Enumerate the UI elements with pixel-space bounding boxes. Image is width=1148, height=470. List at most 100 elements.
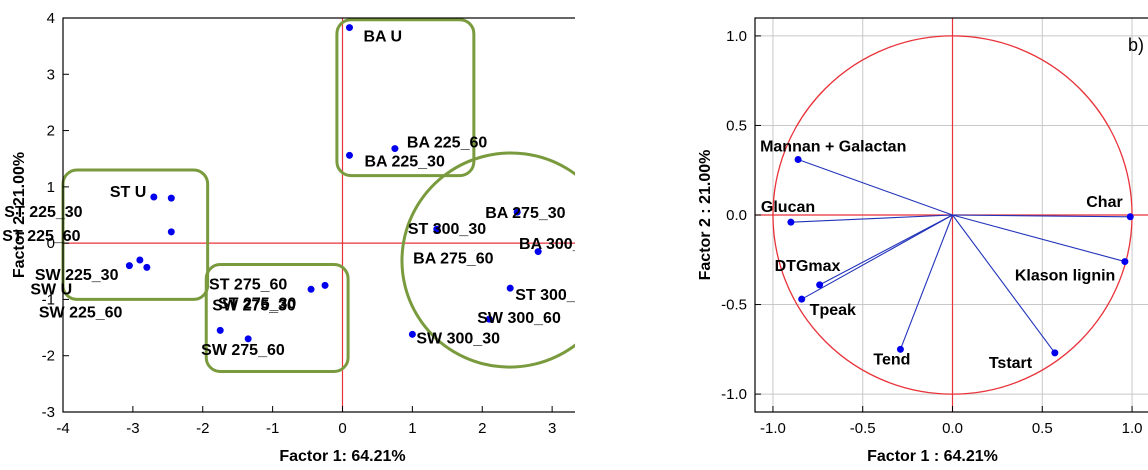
point-label: Glucan (761, 199, 815, 216)
loading-vector (801, 214, 953, 300)
data-point (896, 345, 904, 353)
point-label: BA 275_30 (485, 205, 565, 222)
data-point (485, 315, 493, 323)
point-label: Tend (873, 351, 910, 368)
x-tick-label: 1.0 (1122, 420, 1143, 437)
point-label: BA 225_60 (407, 135, 487, 152)
data-point (1051, 349, 1059, 357)
point-label: BA 225_30 (364, 153, 444, 170)
y-axis-label: Factor 2 : 21.00% (697, 150, 714, 281)
point-label: ST 275_60 (209, 276, 287, 293)
point-label: ST 225_60 (2, 228, 80, 245)
point-label: Klason lignin (1015, 268, 1115, 285)
data-point (391, 145, 399, 153)
group-outline-ba-untreated (335, 18, 476, 178)
x-tick-label: -1 (266, 420, 279, 437)
y-tick-label: -0.5 (721, 297, 747, 314)
x-tick-label: -4 (56, 420, 69, 437)
data-point (244, 335, 252, 343)
data-point (816, 281, 824, 289)
data-point (136, 256, 144, 264)
x-tick-label: 0 (338, 420, 346, 437)
x-tick-label: -0.5 (850, 420, 876, 437)
x-axis-label: Factor 1 : 64.21% (867, 448, 998, 465)
data-point (798, 295, 806, 303)
y-tick-label: -3 (42, 404, 55, 421)
x-tick-label: -2 (196, 420, 209, 437)
data-point (794, 155, 802, 163)
point-label: ST 275_30 (218, 295, 296, 312)
group-outline-300 (400, 151, 575, 369)
x-tick-label: 0.0 (942, 420, 963, 437)
x-tick-label: 2 (478, 420, 486, 437)
data-point (150, 193, 158, 201)
loading-vector (952, 214, 1131, 218)
loading-vector (899, 214, 954, 350)
data-point (345, 151, 353, 159)
point-label: SW U (30, 282, 72, 299)
point-label: ST 300_30 (408, 221, 486, 238)
y-tick-label: 4 (47, 10, 55, 27)
data-point (167, 228, 175, 236)
point-label: Char (1086, 194, 1122, 211)
point-label: SW 275_30 (212, 297, 296, 314)
x-tick-label: -3 (126, 420, 139, 437)
data-point (125, 262, 133, 270)
data-point (143, 263, 151, 271)
loading-plot-b: -1.0 -0.5 0.0 0.5 1.0 -1.0 -0.5 0.0 0.5 1.0 Factor… (697, 17, 1148, 465)
x-tick-label: -1.0 (760, 420, 786, 437)
y-tick-label: -1.0 (721, 386, 747, 403)
point-label: SW 300_30 (416, 330, 500, 347)
data-point (408, 330, 416, 338)
x-tick-label: 0.5 (1032, 420, 1053, 437)
x-tick-label: 3 (548, 420, 556, 437)
loading-vector (952, 214, 1056, 354)
data-point (307, 285, 315, 293)
point-label: DTGmax (775, 258, 841, 275)
y-tick-label: 0.0 (726, 207, 747, 224)
point-label: BA 300_60 (519, 236, 575, 253)
data-point (513, 208, 521, 216)
data-point (787, 218, 795, 226)
y-tick-label: 0 (47, 235, 55, 252)
y-tick-label: 0.5 (726, 117, 747, 134)
point-label: BA U (363, 29, 402, 46)
y-tick-label: 1 (47, 179, 55, 196)
point-label: SW 225_60 (39, 304, 123, 321)
point-label: Tstart (989, 355, 1033, 372)
point-label: ST 225_30 (4, 204, 82, 221)
y-tick-label: -1 (42, 291, 55, 308)
data-point (345, 24, 353, 32)
data-point (1126, 213, 1134, 221)
group-outline-st-sw-275 (204, 263, 350, 373)
data-point (534, 248, 542, 256)
y-tick-label: 1.0 (726, 28, 747, 45)
point-label: SW 300_60 (477, 310, 561, 327)
loading-vector (952, 214, 1126, 263)
point-label: ST U (110, 184, 146, 201)
point-label: Mannan + Galactan (760, 138, 906, 155)
point-label: Tpeak (810, 302, 856, 319)
x-axis-label: Factor 1: 64.21% (279, 448, 405, 465)
data-point (216, 326, 224, 334)
data-point (167, 194, 175, 202)
x-tick-label: 1 (408, 420, 416, 437)
point-label: SW 225_30 (35, 267, 119, 284)
y-axis-label: Factor 2: 21.00% (11, 152, 28, 278)
y-tick-label: 3 (47, 66, 55, 83)
data-point (321, 281, 329, 289)
point-label: SW 275_60 (201, 342, 285, 359)
data-point (433, 225, 441, 233)
point-label: BA 275_60 (413, 251, 493, 268)
loading-vector (819, 214, 953, 286)
y-tick-label: -2 (42, 348, 55, 365)
loading-vector (790, 214, 953, 223)
data-point (1121, 258, 1129, 266)
loading-vector (797, 158, 953, 216)
data-point (506, 284, 514, 292)
y-tick-label: 2 (47, 123, 55, 140)
panel-label: b) (1128, 35, 1144, 55)
point-label: ST 300_60 (515, 287, 575, 304)
